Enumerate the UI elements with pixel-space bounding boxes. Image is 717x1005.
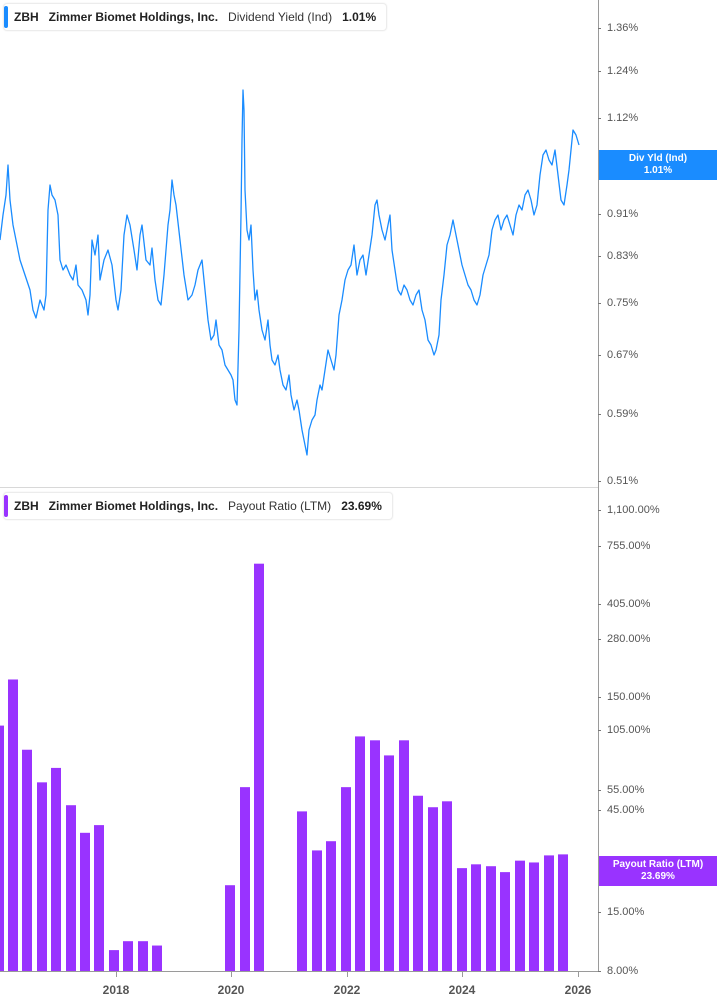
payout-bar[interactable] bbox=[297, 811, 307, 971]
payout-bar[interactable] bbox=[66, 805, 76, 971]
x-tick-mark bbox=[231, 972, 232, 977]
current-value-badge: Payout Ratio (LTM) 23.69% bbox=[599, 856, 717, 886]
x-tick-mark bbox=[578, 972, 579, 977]
payout-bar[interactable] bbox=[442, 801, 452, 971]
y-tick-label: 45.00% bbox=[598, 804, 644, 816]
legend-metric: Payout Ratio (LTM) bbox=[228, 499, 332, 513]
badge-label: Div Yld (Ind) bbox=[628, 153, 688, 164]
y-tick-label: 280.00% bbox=[598, 633, 650, 645]
payout-bar[interactable] bbox=[384, 755, 394, 971]
dividend-yield-legend: ZBH Zimmer Biomet Holdings, Inc. Dividen… bbox=[3, 3, 388, 31]
x-tick-label: 2022 bbox=[333, 983, 361, 997]
payout-bar[interactable] bbox=[312, 850, 322, 971]
y-tick-label: 0.75% bbox=[598, 297, 638, 309]
y-tick-label: 1.36% bbox=[598, 22, 638, 34]
payout-bar[interactable] bbox=[254, 563, 264, 971]
dividend-yield-chart-panel: ZBH Zimmer Biomet Holdings, Inc. Dividen… bbox=[0, 0, 717, 488]
x-tick-label: 2020 bbox=[217, 983, 245, 997]
legend-ticker: ZBH bbox=[14, 10, 39, 24]
payout-bar[interactable] bbox=[413, 795, 423, 971]
payout-bar[interactable] bbox=[138, 941, 148, 971]
payout-bar[interactable] bbox=[51, 767, 61, 971]
x-tick-mark bbox=[116, 972, 117, 977]
y-tick-label: 0.51% bbox=[598, 475, 638, 487]
x-tick-label: 2026 bbox=[564, 983, 592, 997]
payout-bar[interactable] bbox=[94, 825, 104, 971]
payout-bar[interactable] bbox=[80, 832, 90, 971]
legend-company: Zimmer Biomet Holdings, Inc. bbox=[48, 499, 219, 513]
payout-bar[interactable] bbox=[457, 868, 467, 971]
payout-bar[interactable] bbox=[399, 740, 409, 971]
y-tick-label: 150.00% bbox=[598, 691, 650, 703]
badge-label: Payout Ratio (LTM) bbox=[612, 859, 704, 870]
y-tick-label: 1.12% bbox=[598, 112, 638, 124]
legend-value: 1.01% bbox=[342, 10, 377, 24]
x-tick-mark bbox=[347, 972, 348, 977]
series-color-swatch bbox=[4, 6, 8, 28]
y-tick-label: 0.67% bbox=[598, 349, 638, 361]
payout-bar[interactable] bbox=[225, 885, 235, 971]
payout-bar[interactable] bbox=[0, 725, 4, 971]
payout-bar[interactable] bbox=[529, 862, 539, 971]
payout-bar[interactable] bbox=[240, 787, 250, 971]
payout-bar[interactable] bbox=[355, 736, 365, 971]
y-tick-label: 755.00% bbox=[598, 540, 650, 552]
y-tick-label: 1,100.00% bbox=[598, 504, 660, 516]
payout-bar[interactable] bbox=[370, 740, 380, 971]
dividend-yield-line-plot bbox=[0, 89, 580, 456]
x-tick-mark bbox=[462, 972, 463, 977]
badge-value: 23.69% bbox=[641, 871, 675, 882]
panel-divider bbox=[0, 487, 598, 488]
payout-bar[interactable] bbox=[22, 749, 32, 971]
legend-metric: Dividend Yield (Ind) bbox=[228, 10, 333, 24]
y-tick-label: 55.00% bbox=[598, 784, 644, 796]
legend-value: 23.69% bbox=[341, 499, 382, 513]
x-tick-label: 2018 bbox=[102, 983, 130, 997]
x-tick-label: 2024 bbox=[448, 983, 476, 997]
payout-bar[interactable] bbox=[544, 855, 554, 971]
payout-bar[interactable] bbox=[558, 854, 568, 971]
legend-ticker: ZBH bbox=[14, 499, 39, 513]
payout-ratio-legend: ZBH Zimmer Biomet Holdings, Inc. Payout … bbox=[3, 492, 393, 520]
current-value-badge: Div Yld (Ind) 1.01% bbox=[599, 150, 717, 180]
payout-bar[interactable] bbox=[109, 950, 119, 971]
y-tick-label: 0.83% bbox=[598, 250, 638, 262]
payout-bar[interactable] bbox=[428, 807, 438, 971]
y-tick-label: 8.00% bbox=[598, 965, 638, 977]
payout-bar[interactable] bbox=[326, 841, 336, 971]
payout-bar[interactable] bbox=[152, 945, 162, 971]
payout-bar[interactable] bbox=[123, 941, 133, 971]
series-color-swatch bbox=[4, 495, 8, 517]
y-tick-label: 1.24% bbox=[598, 65, 638, 77]
payout-bar[interactable] bbox=[471, 864, 481, 971]
payout-bar[interactable] bbox=[515, 860, 525, 971]
legend-company: Zimmer Biomet Holdings, Inc. bbox=[48, 10, 219, 24]
payout-bar[interactable] bbox=[341, 787, 351, 971]
y-tick-label: 405.00% bbox=[598, 598, 650, 610]
y-tick-label: 105.00% bbox=[598, 724, 650, 736]
payout-bar[interactable] bbox=[8, 679, 18, 971]
payout-bar[interactable] bbox=[37, 782, 47, 971]
y-axis-line bbox=[598, 0, 599, 488]
payout-bar[interactable] bbox=[486, 866, 496, 971]
x-axis-line bbox=[0, 971, 598, 972]
y-tick-label: 0.59% bbox=[598, 408, 638, 420]
payout-bar[interactable] bbox=[500, 872, 510, 971]
badge-value: 1.01% bbox=[643, 165, 673, 176]
y-tick-label: 15.00% bbox=[598, 906, 644, 918]
y-tick-label: 0.91% bbox=[598, 208, 638, 220]
